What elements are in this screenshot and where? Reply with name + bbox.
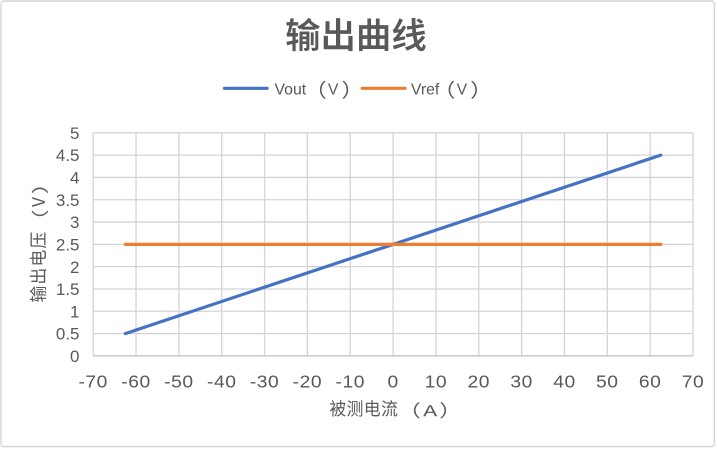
svg-text:50: 50 xyxy=(596,371,619,391)
svg-text:V: V xyxy=(457,81,468,98)
svg-text:-10: -10 xyxy=(335,371,365,391)
svg-text:5: 5 xyxy=(70,124,79,143)
svg-text:20: 20 xyxy=(468,371,491,391)
svg-text:0: 0 xyxy=(387,371,398,391)
svg-text:70: 70 xyxy=(682,371,705,391)
svg-text:60: 60 xyxy=(639,371,662,391)
svg-text:40: 40 xyxy=(553,371,576,391)
svg-text:-20: -20 xyxy=(293,371,323,391)
svg-text:V: V xyxy=(328,81,339,98)
svg-text:10: 10 xyxy=(425,371,448,391)
svg-text:1: 1 xyxy=(70,302,79,321)
svg-text:4.5: 4.5 xyxy=(56,146,80,165)
svg-text:1.5: 1.5 xyxy=(56,280,80,299)
svg-text:30: 30 xyxy=(510,371,533,391)
svg-text:4: 4 xyxy=(70,169,79,188)
svg-text:Vref: Vref xyxy=(411,81,440,98)
svg-text:2.5: 2.5 xyxy=(56,235,80,254)
svg-text:0: 0 xyxy=(70,347,79,366)
svg-text:3: 3 xyxy=(70,213,79,232)
svg-text:2: 2 xyxy=(70,258,79,277)
svg-text:-40: -40 xyxy=(207,371,237,391)
svg-text:Vout: Vout xyxy=(275,81,307,98)
svg-text:-60: -60 xyxy=(121,371,151,391)
svg-text:3.5: 3.5 xyxy=(56,191,80,210)
svg-text:-70: -70 xyxy=(78,371,108,391)
svg-text:-30: -30 xyxy=(250,371,280,391)
svg-text:0.5: 0.5 xyxy=(56,325,80,344)
svg-text:-50: -50 xyxy=(164,371,194,391)
